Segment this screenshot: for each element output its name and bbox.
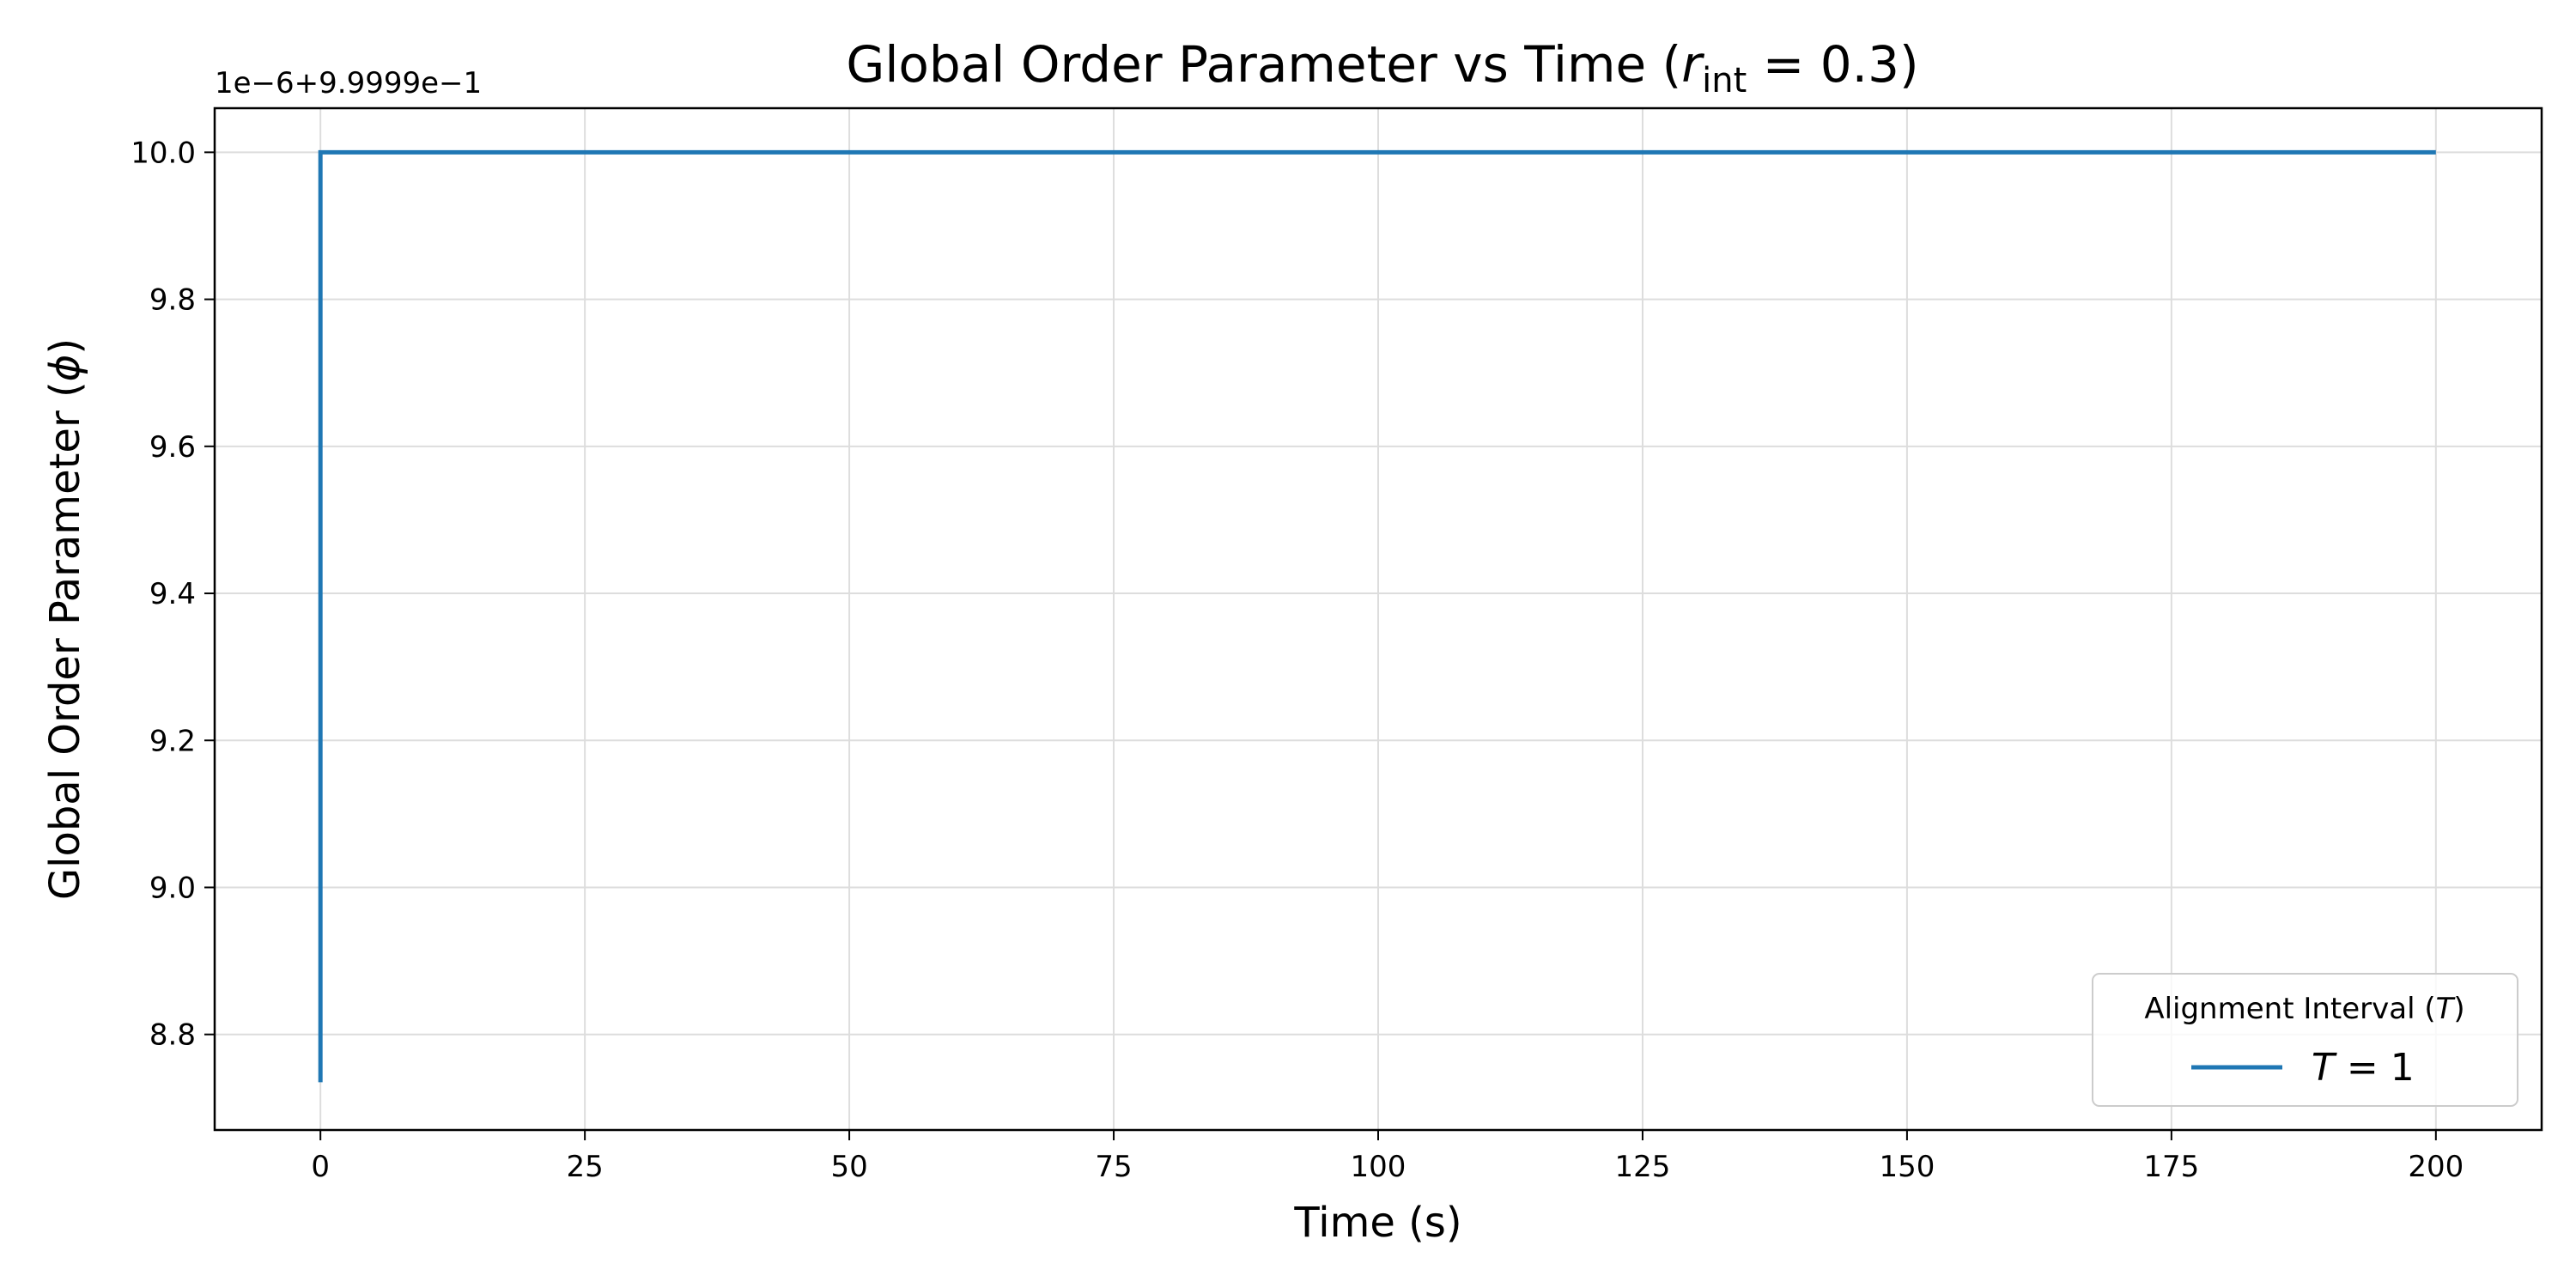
- x-ticks: 0 25 50 75 100 125 150 175 200: [311, 1130, 2464, 1184]
- x-axis-label: Time (s): [1293, 1199, 1461, 1247]
- y-axis-label-suffix: ): [41, 338, 89, 355]
- legend-title: Alignment Interval (T): [2144, 992, 2464, 1026]
- chart-title-prefix: Global Order Parameter vs Time (: [846, 35, 1681, 94]
- legend-title-symbol: T: [2436, 992, 2456, 1026]
- legend-title-suffix: ): [2453, 992, 2464, 1026]
- legend-entry-symbol: T: [2312, 1046, 2337, 1090]
- y-tick-label: 9.0: [149, 871, 196, 905]
- y-axis-label-prefix: Global Order Parameter (: [41, 381, 89, 900]
- chart-title: Global Order Parameter vs Time (rint = 0…: [846, 35, 1918, 100]
- y-tick-label: 10.0: [131, 136, 196, 170]
- series-line: [318, 149, 2436, 1083]
- x-tick-label: 25: [567, 1150, 604, 1184]
- x-tick-label: 150: [1879, 1150, 1935, 1184]
- y-axis-label-symbol: ϕ: [41, 355, 89, 382]
- y-axis-label: Global Order Parameter (ϕ): [41, 338, 89, 900]
- x-tick-label: 100: [1351, 1150, 1406, 1184]
- legend-entry-label: T = 1: [2312, 1046, 2415, 1090]
- chart-title-symbol: r: [1681, 35, 1704, 94]
- legend-box: [2092, 973, 2518, 1107]
- x-tick-label: 125: [1615, 1150, 1671, 1184]
- x-tick-label: 50: [830, 1150, 867, 1184]
- legend-entry-suffix: = 1: [2335, 1046, 2415, 1090]
- legend-title-prefix: Alignment Interval (: [2144, 992, 2435, 1026]
- x-tick-label: 0: [311, 1150, 330, 1184]
- series-group: [318, 149, 2436, 1083]
- x-tick-label: 75: [1095, 1150, 1132, 1184]
- y-offset-label: 1e−6+9.9999e−1: [215, 66, 482, 100]
- y-tick-label: 9.6: [149, 430, 196, 465]
- y-tick-label: 8.8: [149, 1018, 196, 1053]
- y-tick-label: 9.2: [149, 724, 196, 758]
- y-tick-label: 9.8: [149, 283, 196, 318]
- legend: Alignment Interval (T) T = 1: [2092, 973, 2518, 1107]
- y-tick-label: 9.4: [149, 577, 196, 611]
- x-tick-label: 175: [2143, 1150, 2199, 1184]
- chart-title-subscript: int: [1702, 61, 1747, 100]
- chart-title-suffix: = 0.3): [1747, 35, 1918, 94]
- x-tick-label: 200: [2408, 1150, 2464, 1184]
- y-ticks: 8.8 9.0 9.2 9.4 9.6 9.8 10.0: [131, 136, 215, 1053]
